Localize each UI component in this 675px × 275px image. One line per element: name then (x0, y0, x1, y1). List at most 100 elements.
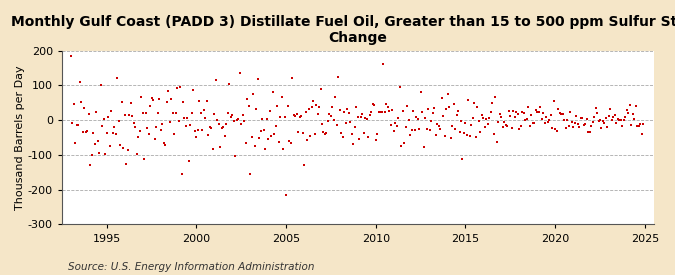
Point (331, 123, 342, 127)
Point (225, 115, 236, 119)
Point (630, 104, 641, 108)
Point (420, 116, 431, 120)
Point (233, 116, 244, 121)
Point (323, 119, 333, 123)
Point (454, 130, 465, 134)
Point (472, 105, 483, 109)
Point (351, 105, 362, 109)
Point (378, 62, 389, 66)
Point (599, 121, 610, 125)
Point (70, 141, 81, 145)
Point (570, 114, 581, 118)
Point (205, 125, 215, 129)
Point (160, 143, 171, 147)
Point (249, 143, 260, 148)
Point (197, 128, 208, 133)
Point (469, 101, 480, 106)
Point (462, 133, 472, 137)
Point (256, 117, 267, 121)
Point (429, 106, 439, 111)
Point (542, 119, 553, 124)
Point (97, 124, 108, 128)
Point (282, 104, 293, 108)
Point (122, 147, 133, 152)
Point (293, 130, 304, 134)
Point (354, 137, 364, 141)
Point (436, 96, 447, 100)
Point (107, 131, 118, 136)
Point (297, 130, 308, 135)
Point (382, 105, 393, 109)
Point (437, 113, 448, 118)
Point (617, 124, 628, 128)
Point (502, 124, 513, 128)
Point (350, 125, 360, 130)
Point (157, 122, 167, 126)
Point (218, 125, 229, 129)
Point (340, 121, 351, 125)
Point (348, 142, 359, 146)
Point (521, 117, 532, 121)
Point (367, 102, 378, 107)
Point (288, 112, 299, 117)
Point (399, 141, 410, 145)
Point (315, 87, 326, 91)
Point (254, 136, 265, 141)
Point (490, 95, 501, 99)
Point (106, 109, 117, 113)
Point (239, 119, 250, 123)
Point (186, 111, 197, 116)
Point (396, 144, 406, 148)
Point (296, 113, 306, 118)
Point (409, 127, 420, 132)
Point (388, 129, 399, 133)
Point (263, 137, 273, 142)
Point (514, 126, 524, 131)
Point (110, 132, 121, 136)
Point (200, 116, 211, 120)
Point (549, 127, 560, 131)
Point (252, 77, 263, 82)
Point (626, 123, 637, 127)
Point (318, 130, 329, 134)
Point (148, 98, 159, 102)
Point (628, 112, 639, 116)
Point (290, 114, 300, 118)
Point (481, 117, 492, 121)
Point (433, 124, 444, 128)
Point (466, 123, 477, 127)
Point (566, 119, 577, 124)
Point (196, 111, 207, 115)
Point (523, 105, 534, 110)
Point (133, 134, 144, 139)
Point (531, 108, 541, 112)
Text: Source: U.S. Energy Information Administration: Source: U.S. Energy Information Administ… (68, 262, 314, 272)
Point (526, 113, 537, 117)
Point (445, 136, 456, 141)
Point (439, 134, 450, 139)
Point (286, 141, 296, 145)
Point (260, 147, 271, 151)
Point (379, 110, 390, 114)
Point (244, 104, 254, 108)
Point (246, 134, 257, 139)
Point (392, 124, 402, 129)
Point (601, 116, 612, 120)
Point (624, 103, 635, 107)
Point (423, 107, 433, 111)
Point (103, 115, 113, 119)
Point (616, 118, 626, 122)
Point (261, 117, 272, 121)
Point (128, 120, 139, 125)
Point (511, 110, 522, 114)
Point (483, 122, 493, 126)
Point (411, 114, 422, 119)
Point (223, 111, 234, 115)
Point (510, 115, 520, 120)
Point (134, 129, 145, 133)
Point (198, 107, 209, 112)
Point (190, 129, 200, 133)
Point (607, 118, 618, 123)
Point (596, 126, 607, 130)
Point (364, 113, 375, 117)
